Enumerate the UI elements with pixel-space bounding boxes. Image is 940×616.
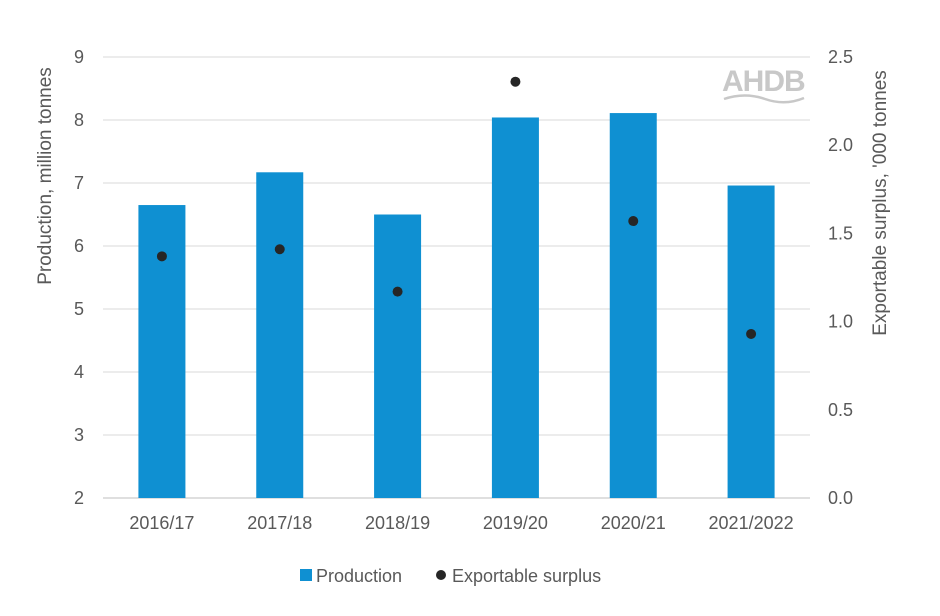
legend-swatch-production — [300, 569, 312, 581]
y2-tick-label: 1.0 — [828, 312, 853, 332]
legend: Production Exportable surplus — [300, 566, 601, 586]
point-exportable-surplus — [156, 251, 167, 262]
point-exportable-surplus — [628, 216, 639, 227]
y2-tick-label: 2.0 — [828, 135, 853, 155]
logo-text: AHDB — [722, 65, 805, 98]
gridlines — [103, 56, 810, 499]
y-tick-label: 9 — [74, 47, 84, 67]
legend-swatch-exportable-surplus — [436, 570, 446, 580]
bar-production — [256, 172, 304, 499]
bar-production — [491, 117, 539, 498]
y-tick-label: 7 — [74, 173, 84, 193]
x-tick-label: 2016/17 — [129, 513, 194, 533]
x-tick-label: 2019/20 — [483, 513, 548, 533]
y-tick-label: 5 — [74, 299, 84, 319]
ahdb-logo: AHDB — [722, 65, 806, 104]
point-exportable-surplus — [274, 244, 285, 255]
tick-labels: 2 3 4 5 6 7 8 9 0.0 0.5 1.0 1.5 2.0 2.5 2016/17 2017/18… — [74, 47, 853, 533]
y2-axis-title: Exportable surplus, '000 tonnes — [870, 70, 891, 336]
y2-tick-label: 2.5 — [828, 47, 853, 67]
y2-tick-label: 0.0 — [828, 488, 853, 508]
bar-production — [374, 214, 422, 498]
point-exportable-surplus — [392, 286, 403, 297]
y-tick-label: 8 — [74, 110, 84, 130]
bar-production — [727, 185, 775, 498]
y2-tick-label: 0.5 — [828, 400, 853, 420]
legend-label-production: Production — [316, 566, 402, 586]
bar-production — [609, 113, 657, 498]
bars — [138, 113, 775, 499]
logo-wave — [723, 94, 805, 104]
dots — [156, 76, 757, 339]
y2-tick-label: 1.5 — [828, 223, 853, 243]
point-exportable-surplus — [510, 76, 521, 87]
x-tick-label: 2021/2022 — [709, 513, 794, 533]
point-exportable-surplus — [746, 328, 757, 339]
y-tick-label: 6 — [74, 236, 84, 256]
y-axis-title: Production, million tonnes — [35, 67, 56, 285]
x-tick-label: 2020/21 — [601, 513, 666, 533]
y-tick-label: 4 — [74, 362, 84, 382]
x-tick-label: 2018/19 — [365, 513, 430, 533]
y-tick-label: 2 — [74, 488, 84, 508]
y-tick-label: 3 — [74, 425, 84, 445]
bar-production — [138, 205, 186, 499]
legend-label-exportable-surplus: Exportable surplus — [452, 566, 601, 586]
x-tick-label: 2017/18 — [247, 513, 312, 533]
